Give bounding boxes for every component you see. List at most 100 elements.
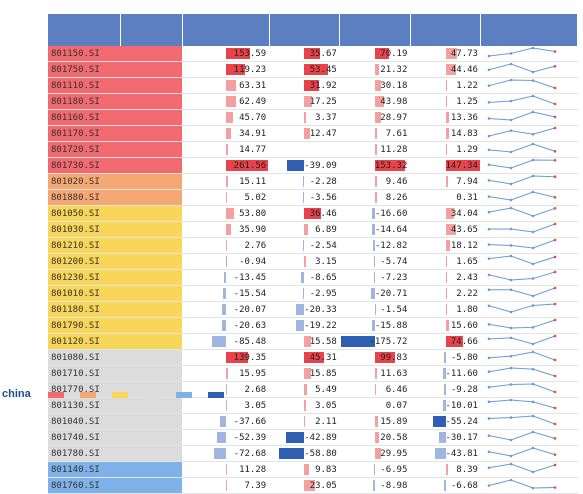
trend-sparkline (481, 430, 563, 442)
trend-point (488, 55, 491, 58)
row-code: 801740.SI (48, 430, 121, 446)
trend-point (554, 407, 557, 410)
cell-aug: 30.18 (340, 78, 411, 94)
cell-sep: 14.83 (410, 126, 481, 142)
col-header-quarter-flow[interactable] (182, 14, 269, 46)
trend-point (510, 255, 513, 258)
trend-point (510, 337, 513, 340)
trend-line (489, 304, 555, 312)
trend-point (554, 196, 557, 199)
cell-sep-value: -43.81 (445, 449, 478, 459)
cell-aug-bar (375, 192, 377, 203)
col-header-aug[interactable] (340, 14, 411, 46)
cell-jul-bar (301, 272, 305, 283)
legend-item (80, 392, 98, 399)
trend-point (510, 455, 513, 458)
cell-sep: 44.46 (410, 62, 481, 78)
cell-quarter-flow-value: 63.31 (239, 81, 266, 91)
cell-jul: -19.22 (269, 318, 340, 334)
cell-aug: 11.63 (340, 366, 411, 382)
cell-quarter-flow-value: 261.56 (234, 161, 267, 171)
trend-point (532, 263, 535, 266)
trend-sparkline (481, 110, 563, 122)
cell-aug: -16.60 (340, 206, 411, 222)
legend-item (48, 392, 66, 399)
cell-quarter-flow: -72.68 (182, 446, 269, 462)
cell-jul-value: -42.89 (304, 433, 337, 443)
cell-sep-value: 2.22 (456, 289, 478, 299)
trend-sparkline (481, 158, 563, 170)
trend-line (489, 320, 555, 328)
trend-point (488, 434, 491, 437)
trend-point (554, 223, 557, 226)
cell-sep: 0.31 (410, 190, 481, 206)
cell-quarter-flow: 15.11 (182, 174, 269, 190)
trend-line (489, 256, 555, 264)
cell-trend (481, 126, 578, 142)
col-header-code[interactable] (48, 14, 121, 46)
cell-jul: -58.80 (269, 446, 340, 462)
cell-aug: 11.28 (340, 142, 411, 158)
cell-quarter-flow: -20.07 (182, 302, 269, 318)
cell-sep-value: 0.31 (456, 193, 478, 203)
row-code: 801040.SI (48, 414, 121, 430)
col-header-sep[interactable] (410, 14, 481, 46)
cell-quarter-flow-value: 14.77 (239, 145, 266, 155)
cell-sep: 2.22 (410, 286, 481, 302)
trend-point (532, 111, 535, 114)
row-code: 801020.SI (48, 174, 121, 190)
cell-jul (269, 142, 340, 158)
cell-aug: 43.98 (340, 94, 411, 110)
cell-quarter-flow-bar (226, 96, 236, 107)
trend-point (554, 116, 557, 119)
cell-quarter-flow-value: 34.91 (239, 129, 266, 139)
cell-sep-value: 18.12 (451, 241, 478, 251)
cell-aug-value: 30.18 (380, 81, 407, 91)
col-header-jul[interactable] (269, 14, 340, 46)
trend-sparkline (481, 414, 563, 426)
trend-line (489, 240, 555, 248)
cell-quarter-flow: 45.70 (182, 110, 269, 126)
cell-sep: -5.80 (410, 350, 481, 366)
cell-jul-value: 15.85 (310, 369, 337, 379)
cell-jul-value: 15.58 (310, 337, 337, 347)
col-header-name[interactable] (121, 14, 182, 46)
cell-sep-value: -30.17 (445, 433, 478, 443)
cell-sep: -43.81 (410, 446, 481, 462)
trend-sparkline (481, 366, 563, 378)
col-header-trend[interactable] (481, 14, 578, 46)
cell-aug-value: 6.46 (386, 385, 408, 395)
trend-point (532, 295, 535, 298)
trend-point (532, 447, 535, 450)
trend-point (488, 101, 491, 104)
cell-quarter-flow-value: -15.54 (234, 289, 267, 299)
cell-jul: -3.56 (269, 190, 340, 206)
cell-quarter-flow-value: -20.63 (234, 321, 267, 331)
